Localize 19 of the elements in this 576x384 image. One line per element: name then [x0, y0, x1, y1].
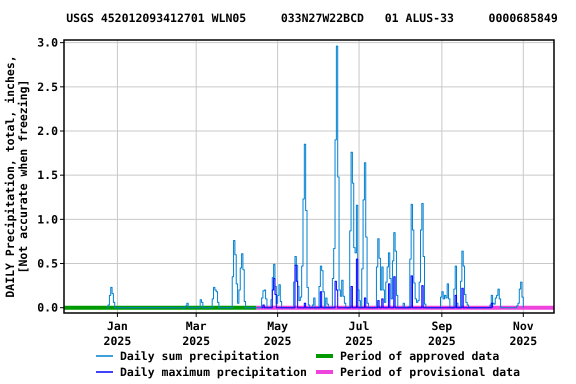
- x-tick-label: Sep 2025: [428, 319, 456, 348]
- x-tick-label: Jul 2025: [345, 319, 373, 348]
- y-tick-label: 3.0: [37, 36, 58, 50]
- y-tick-label: 0.5: [37, 256, 58, 271]
- legend-label: Daily sum precipitation: [120, 349, 280, 364]
- y-axis-title: DAILY Precipitation, total, inches, [Not accurate when freezing]: [3, 55, 30, 298]
- y-tick-label: 1.0: [37, 212, 58, 226]
- x-tick-label: May 2025: [264, 319, 292, 348]
- y-tick-label: 0.0: [37, 300, 58, 315]
- legend-label: Period of provisional data: [340, 365, 520, 380]
- y-tick-label: 1.5: [37, 168, 58, 182]
- legend-label: Daily maximum precipitation: [120, 365, 308, 380]
- x-tick-label: Nov 2025: [509, 319, 538, 348]
- x-tick-label: Mar 2025: [182, 319, 210, 348]
- chart-title: USGS 452012093412701 WLN05 033N27W22BCD 01 ALUS-33 0000685849: [66, 11, 558, 25]
- y-tick-label: 2.0: [37, 124, 58, 138]
- y-tick-label: 2.5: [37, 80, 58, 94]
- x-tick-label: Jan 2025: [104, 319, 132, 348]
- legend-label: Period of approved data: [340, 349, 500, 364]
